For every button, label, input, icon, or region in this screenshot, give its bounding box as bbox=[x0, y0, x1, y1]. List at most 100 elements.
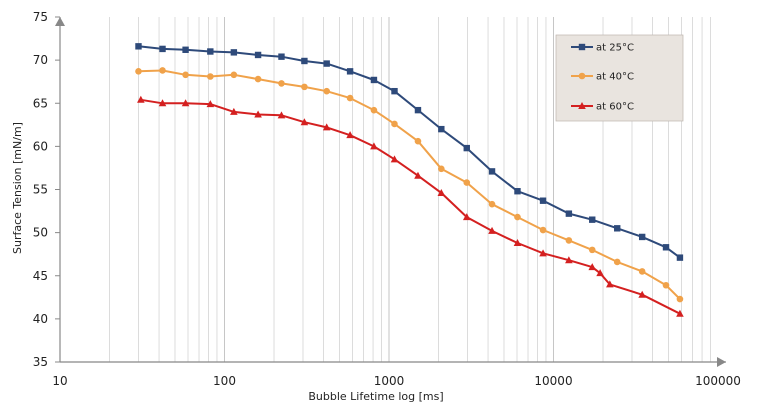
series-3 bbox=[137, 95, 684, 317]
x-tick-label: 10000 bbox=[534, 374, 572, 388]
data-point bbox=[158, 99, 167, 107]
data-point bbox=[301, 57, 308, 65]
data-point bbox=[565, 256, 573, 264]
y-axis-arrow bbox=[55, 17, 65, 26]
y-tick-label: 60 bbox=[33, 139, 48, 153]
data-point bbox=[514, 213, 521, 221]
data-point bbox=[207, 73, 214, 80]
data-point bbox=[370, 106, 378, 114]
data-point bbox=[414, 137, 422, 145]
data-point bbox=[135, 43, 142, 50]
data-point bbox=[182, 46, 189, 53]
legend-item: at 40°C bbox=[571, 72, 634, 83]
data-point bbox=[346, 68, 354, 75]
series-2 bbox=[135, 67, 684, 303]
data-point bbox=[322, 123, 331, 131]
y-tick-label: 55 bbox=[33, 183, 48, 197]
data-point bbox=[254, 51, 262, 59]
x-tick-labels: 10 100 1000 10000 100000 bbox=[52, 374, 741, 388]
data-point bbox=[514, 188, 521, 195]
legend-marker bbox=[578, 102, 586, 109]
data-point bbox=[588, 263, 597, 271]
data-point bbox=[206, 100, 215, 108]
legend-marker bbox=[578, 43, 586, 51]
x-tick-label: 100 bbox=[213, 374, 236, 388]
data-point bbox=[135, 68, 142, 75]
data-point bbox=[346, 94, 354, 102]
data-point bbox=[300, 118, 309, 126]
x-tick-label: 100000 bbox=[695, 374, 741, 388]
data-point bbox=[391, 120, 398, 128]
data-point bbox=[159, 67, 166, 74]
x-axis-arrow bbox=[717, 357, 726, 367]
data-point bbox=[301, 83, 308, 91]
data-point bbox=[278, 80, 285, 87]
data-point bbox=[488, 226, 496, 234]
legend-item: at 25°C bbox=[571, 43, 634, 54]
data-point bbox=[596, 269, 604, 277]
data-point bbox=[254, 75, 262, 83]
data-point bbox=[414, 171, 422, 179]
data-point bbox=[391, 87, 398, 95]
data-point bbox=[182, 71, 189, 79]
legend-label: at 60°C bbox=[596, 102, 634, 113]
data-point bbox=[463, 179, 471, 186]
y-tick-label: 40 bbox=[33, 312, 48, 326]
legend-marker bbox=[578, 72, 586, 80]
data-point bbox=[488, 200, 496, 208]
data-point bbox=[638, 290, 646, 298]
data-point bbox=[370, 76, 378, 84]
series-line bbox=[138, 69, 681, 300]
data-point bbox=[181, 99, 190, 107]
series-line bbox=[140, 98, 681, 315]
data-point bbox=[662, 281, 670, 289]
grid-lines bbox=[109, 17, 711, 362]
y-tick-label: 50 bbox=[33, 226, 48, 240]
legend: at 25°C at 40°C at 60°C bbox=[555, 34, 684, 122]
data-point bbox=[323, 87, 330, 95]
data-point bbox=[613, 258, 621, 266]
legend-items: at 25°C at 40°C at 60°C bbox=[571, 43, 634, 113]
data-point bbox=[676, 295, 684, 303]
data-point bbox=[230, 71, 238, 79]
y-tick-label: 75 bbox=[33, 10, 48, 24]
data-point bbox=[230, 49, 238, 56]
data-point bbox=[588, 246, 596, 254]
data-point bbox=[463, 144, 470, 152]
legend-label: at 40°C bbox=[596, 72, 634, 83]
data-point bbox=[513, 238, 522, 246]
data-point bbox=[539, 249, 547, 257]
data-point bbox=[230, 107, 238, 115]
data-point bbox=[638, 233, 646, 241]
data-point bbox=[370, 142, 378, 150]
data-point bbox=[662, 244, 670, 251]
x-tick-label: 1000 bbox=[374, 374, 405, 388]
data-point bbox=[159, 45, 166, 53]
data-point bbox=[488, 168, 496, 175]
data-point bbox=[539, 197, 547, 204]
y-tick-label: 45 bbox=[33, 269, 48, 283]
data-point bbox=[390, 155, 399, 163]
data-point bbox=[254, 110, 262, 118]
data-point bbox=[614, 225, 621, 232]
data-point bbox=[565, 237, 573, 244]
data-point bbox=[589, 216, 596, 223]
y-tick-label: 65 bbox=[33, 96, 48, 110]
data-point bbox=[437, 188, 446, 196]
data-point bbox=[277, 111, 286, 119]
y-tick-labels: 35 40 45 50 55 60 65 70 75 bbox=[33, 10, 60, 369]
series-line bbox=[138, 45, 681, 259]
data-point bbox=[565, 210, 573, 217]
x-axis-title: Bubble Lifetime log [ms] bbox=[308, 390, 443, 403]
legend-item: at 60°C bbox=[571, 102, 634, 113]
y-axis-title: Surface Tension [mN/m] bbox=[11, 122, 24, 254]
data-point bbox=[606, 280, 614, 288]
data-point bbox=[438, 125, 445, 133]
series-group bbox=[135, 43, 684, 317]
y-tick-label: 70 bbox=[33, 53, 48, 67]
y-tick-label: 35 bbox=[33, 355, 48, 369]
series-1 bbox=[135, 43, 684, 261]
data-point bbox=[539, 226, 547, 234]
data-point bbox=[278, 53, 285, 60]
